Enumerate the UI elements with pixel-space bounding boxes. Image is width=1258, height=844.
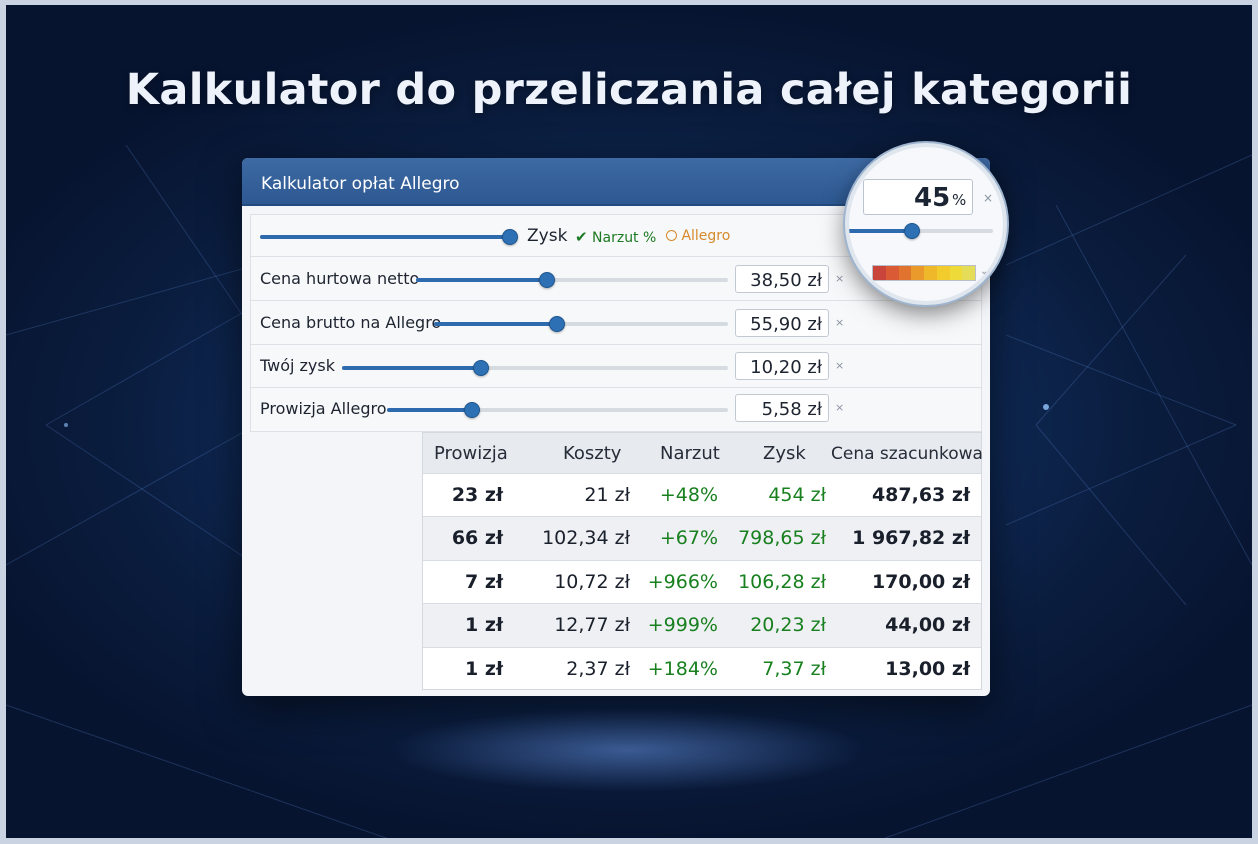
row-label: Cena brutto na Allegro bbox=[260, 313, 442, 332]
table-cell: 102,34 zł bbox=[542, 527, 630, 550]
heat-scale-segment bbox=[873, 266, 886, 280]
slider-handle[interactable] bbox=[464, 402, 481, 418]
column-header[interactable]: Zysk bbox=[763, 443, 806, 464]
profit-input[interactable]: 10,20 zł bbox=[735, 352, 829, 380]
results-table: Prowizja Koszty Narzut Zysk Cena szacunk… bbox=[422, 432, 983, 691]
heat-scale-segment bbox=[949, 266, 963, 280]
wholesale-price-input[interactable]: 38,50 zł bbox=[735, 265, 829, 293]
slider-handle[interactable] bbox=[539, 272, 556, 288]
option-allegro-label: Allegro bbox=[681, 228, 731, 244]
row-profit: Twój zysk 10,20 zł × bbox=[251, 345, 981, 388]
row-allegro-commission: Prowizja Allegro 5,58 zł × bbox=[251, 388, 981, 431]
column-header[interactable]: Koszty bbox=[563, 443, 622, 464]
heat-scale-segment bbox=[911, 266, 924, 280]
clear-icon[interactable]: × bbox=[835, 359, 845, 372]
slider-handle[interactable] bbox=[502, 229, 518, 245]
option-markup-label: Narzut % bbox=[592, 230, 657, 246]
mode-label: Zysk bbox=[527, 226, 568, 246]
table-cell: 106,28 zł bbox=[738, 570, 826, 593]
table-cell: 66 zł bbox=[451, 527, 503, 550]
table-cell: 487,63 zł bbox=[871, 484, 970, 506]
table-cell: +999% bbox=[647, 614, 718, 637]
table-cell: +48% bbox=[659, 484, 718, 506]
heat-scale-segment bbox=[885, 266, 899, 280]
heat-scale-segment bbox=[936, 266, 950, 280]
table-cell: 44,00 zł bbox=[885, 614, 970, 637]
table-cell: 13,00 zł bbox=[885, 657, 970, 680]
table-cell: 1 zł bbox=[465, 657, 503, 680]
markup-slider[interactable] bbox=[849, 223, 993, 239]
zoom-magnifier: 45 % × ⌄ bbox=[845, 143, 1007, 305]
table-cell: 7,37 zł bbox=[762, 657, 826, 680]
table-cell: 454 zł bbox=[768, 484, 826, 506]
background-network-lines bbox=[6, 144, 1252, 838]
table-row[interactable]: 7 zł 10,72 zł +966% 106,28 zł 170,00 zł bbox=[423, 561, 981, 605]
column-header[interactable]: Prowizja bbox=[434, 443, 508, 464]
mode-row: Zysk ✔ Narzut % Allegro bbox=[251, 215, 981, 257]
table-row[interactable]: 23 zł 21 zł +48% 454 zł 487,63 zł bbox=[423, 474, 981, 518]
table-cell: +966% bbox=[647, 570, 718, 593]
commission-input[interactable]: 5,58 zł bbox=[735, 394, 829, 422]
table-cell: +67% bbox=[659, 527, 718, 550]
table-row[interactable]: 1 zł 12,77 zł +999% 20,23 zł 44,00 zł bbox=[423, 604, 981, 648]
mode-slider[interactable] bbox=[260, 229, 518, 245]
clear-icon[interactable]: × bbox=[835, 272, 845, 285]
table-header-row: Prowizja Koszty Narzut Zysk Cena szacunk… bbox=[423, 433, 983, 474]
row-wholesale-price: Cena hurtowa netto 38,50 zł × bbox=[251, 257, 981, 301]
chevron-down-icon[interactable]: ⌄ bbox=[980, 266, 989, 277]
clear-icon[interactable]: × bbox=[983, 191, 994, 205]
slider-handle[interactable] bbox=[472, 360, 489, 376]
table-cell: 12,77 zł bbox=[554, 614, 630, 637]
percent-unit: % bbox=[952, 191, 967, 209]
slider-handle[interactable] bbox=[903, 223, 920, 239]
table-cell: 1 967,82 zł bbox=[852, 527, 970, 550]
gross-price-slider[interactable] bbox=[434, 316, 728, 332]
table-cell: 1 zł bbox=[465, 614, 503, 637]
row-label: Prowizja Allegro bbox=[260, 399, 387, 418]
profit-slider[interactable] bbox=[342, 360, 728, 376]
heat-scale-segment bbox=[962, 266, 975, 280]
table-cell: 2,37 zł bbox=[566, 657, 630, 680]
row-label: Twój zysk bbox=[260, 356, 335, 375]
table-cell: +184% bbox=[647, 657, 718, 680]
table-cell: 20,23 zł bbox=[750, 614, 826, 637]
table-row[interactable]: 1 zł 2,37 zł +184% 7,37 zł 13,00 zł bbox=[423, 648, 981, 691]
column-header[interactable]: Narzut bbox=[660, 443, 720, 464]
table-cell: 7 zł bbox=[465, 570, 503, 593]
checkmark-icon: ✔ bbox=[575, 228, 588, 246]
option-allegro[interactable]: Allegro bbox=[666, 228, 730, 244]
radio-circle-icon bbox=[666, 230, 677, 241]
heat-scale-segment bbox=[924, 266, 937, 280]
markup-percent-input[interactable]: 45 % bbox=[863, 179, 973, 215]
table-cell: 798,65 zł bbox=[738, 527, 826, 550]
clear-icon[interactable]: × bbox=[835, 316, 845, 329]
table-cell: 10,72 zł bbox=[554, 570, 630, 593]
row-gross-price: Cena brutto na Allegro 55,90 zł × bbox=[251, 301, 981, 345]
gross-price-input[interactable]: 55,90 zł bbox=[735, 309, 829, 337]
clear-icon[interactable]: × bbox=[835, 401, 845, 414]
commission-slider[interactable] bbox=[387, 402, 728, 418]
page-headline: Kalkulator do przeliczania całej kategor… bbox=[125, 65, 1133, 115]
table-row[interactable]: 66 zł 102,34 zł +67% 798,65 zł 1 967,82 zł bbox=[423, 517, 981, 561]
slider-handle[interactable] bbox=[549, 316, 566, 332]
markup-percent-value: 45 bbox=[914, 183, 951, 213]
table-cell: 170,00 zł bbox=[871, 570, 970, 593]
row-label: Cena hurtowa netto bbox=[260, 269, 420, 288]
column-header[interactable]: Cena szacunkowa bbox=[831, 444, 983, 464]
table-cell: 21 zł bbox=[584, 484, 630, 506]
heat-scale-segment bbox=[898, 266, 912, 280]
wholesale-price-slider[interactable] bbox=[416, 272, 728, 288]
margin-heat-scale bbox=[872, 265, 976, 281]
option-markup[interactable]: ✔ Narzut % bbox=[575, 228, 656, 246]
table-cell: 23 zł bbox=[451, 484, 503, 506]
